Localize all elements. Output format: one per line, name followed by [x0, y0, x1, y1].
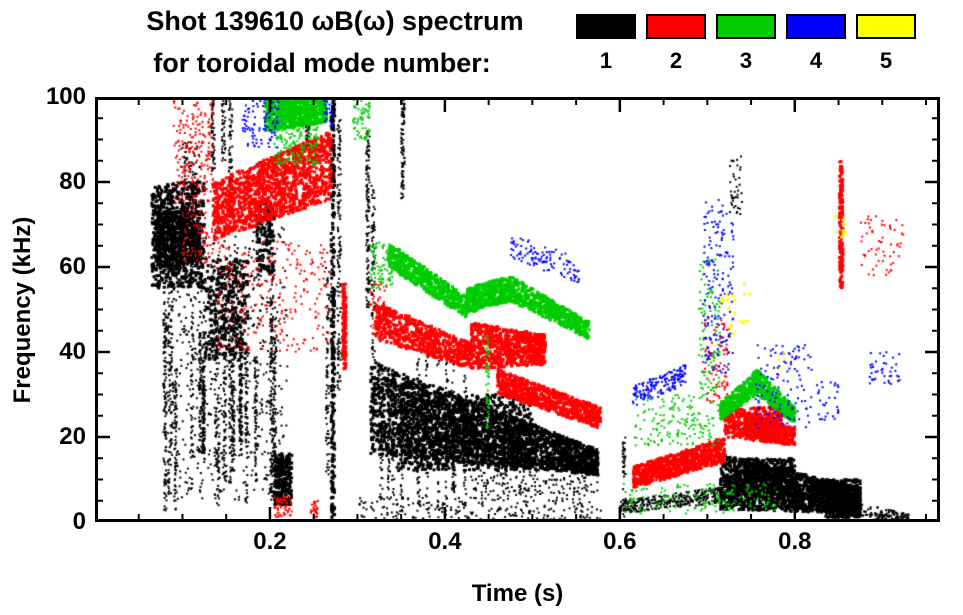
x-tick-label-0.8: 0.8	[778, 528, 812, 555]
figure-title-line2: for toroidal mode number:	[153, 48, 491, 78]
legend-swatch-mode-1	[576, 14, 636, 39]
legend-label-mode-5: 5	[879, 48, 893, 73]
legend-swatch-mode-3	[716, 14, 776, 39]
legend-label-mode-4: 4	[809, 48, 823, 73]
legend-item-mode-2: 2	[646, 14, 706, 72]
y-tick-label-0: 0	[72, 508, 86, 535]
legend-label-mode-3: 3	[739, 48, 753, 73]
legend-label-mode-1: 1	[599, 48, 613, 73]
figure-title-line1: Shot 139610 ωB(ω) spectrum	[146, 6, 524, 36]
plot-axes	[95, 97, 940, 522]
y-tick-label-40: 40	[59, 338, 86, 365]
legend-item-mode-3: 3	[716, 14, 776, 72]
legend-label-mode-2: 2	[669, 48, 683, 73]
y-tick-label-80: 80	[59, 168, 86, 195]
legend-item-mode-5: 5	[856, 14, 916, 72]
legend-swatch-mode-5	[856, 14, 916, 39]
y-tick-label-100: 100	[45, 83, 86, 110]
legend-item-mode-4: 4	[786, 14, 846, 72]
plot-canvas	[95, 97, 940, 522]
x-tick-label-0.6: 0.6	[603, 528, 637, 555]
legend-swatch-mode-2	[646, 14, 706, 39]
legend-item-mode-1: 1	[576, 14, 636, 72]
x-tick-label-0.2: 0.2	[253, 528, 287, 555]
plot-area	[95, 97, 940, 522]
mode-legend: 1 2 3 4 5	[576, 14, 916, 72]
legend-swatch-mode-4	[786, 14, 846, 39]
x-tick-label-0.4: 0.4	[428, 528, 462, 555]
y-tick-label-60: 60	[59, 253, 86, 280]
y-tick-label-20: 20	[59, 423, 86, 450]
x-axis-label: Time (s)	[471, 580, 564, 607]
